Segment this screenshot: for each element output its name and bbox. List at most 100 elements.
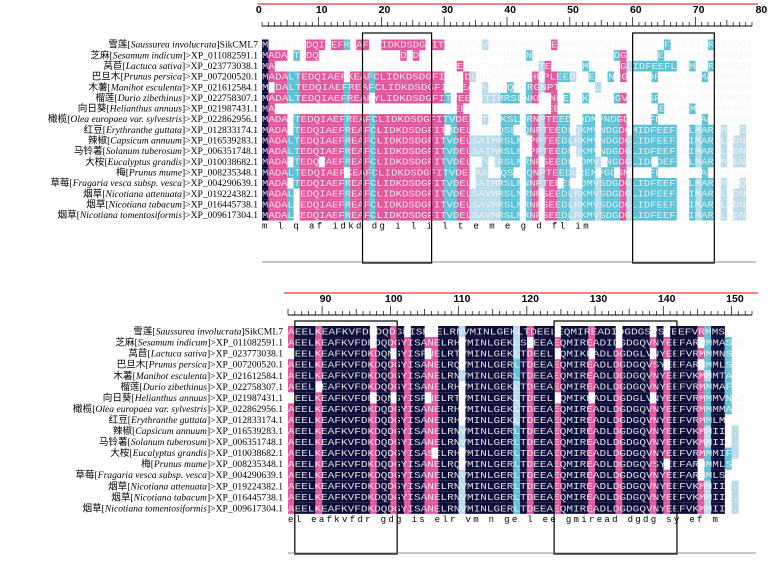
species-label: 向日葵[Helianthus annuus]>XP_021987431.1 <box>103 392 283 404</box>
residue-cell <box>299 199 307 210</box>
residue-cell <box>417 370 425 382</box>
residue-cell <box>375 114 382 125</box>
residue-cell <box>356 135 363 146</box>
residue-cell <box>554 414 562 426</box>
residue-cell <box>479 458 487 470</box>
residue-cell <box>615 425 623 437</box>
residue-cell <box>356 71 363 83</box>
residue-cell <box>479 403 487 415</box>
residue-cell <box>481 146 489 157</box>
residue-cell <box>410 381 418 393</box>
residue-cell <box>369 480 377 492</box>
species-label: 马铃薯[Solanum tuberosum]>XP_006351748.1 <box>99 436 283 448</box>
residue-cell <box>425 146 432 157</box>
residue-cell <box>567 381 575 393</box>
residue-cell <box>601 199 608 210</box>
residue-cell <box>383 458 391 470</box>
residue-cell <box>601 392 609 404</box>
sequence-text: MADALSEDQIAEFREAFCLIDKDSDGFITVDELSAVMRSL… <box>262 211 753 221</box>
species-bracket: [ <box>145 360 148 371</box>
residue-cell <box>463 82 470 93</box>
residue-cell <box>404 480 412 492</box>
residue-cell <box>262 39 269 51</box>
residue-cell <box>349 392 357 404</box>
residue-cell <box>268 50 275 61</box>
residue-cell <box>550 92 558 104</box>
species-common-name: 向日葵 <box>78 103 107 115</box>
residue-cell <box>554 337 562 349</box>
residue-cell <box>481 177 489 189</box>
residue-cell <box>581 436 589 448</box>
residue-cell <box>451 425 459 437</box>
residue-cell <box>444 177 451 189</box>
species-scientific-name: Saussurea involucrata <box>131 40 217 51</box>
residue-cell <box>622 480 630 492</box>
residue-cell <box>438 359 446 371</box>
residue-cell <box>544 188 552 200</box>
residue-cell <box>451 392 459 404</box>
residue-cell <box>328 392 336 404</box>
residue-cell <box>588 491 596 503</box>
residue-cell <box>636 480 644 492</box>
residue-cell <box>526 425 534 437</box>
residue-cell <box>437 71 445 83</box>
residue-cell <box>400 135 407 146</box>
residue-cell <box>299 92 307 104</box>
species-bracket: [ <box>120 72 123 83</box>
residue-cell <box>431 425 439 437</box>
residue-cell <box>708 39 715 51</box>
residue-cell <box>683 491 691 503</box>
species-bracket: ] <box>207 426 210 437</box>
residue-cell <box>419 188 426 200</box>
residue-cell <box>720 146 728 157</box>
residue-cell <box>582 188 589 200</box>
residue-cell <box>520 403 528 415</box>
residue-cell <box>356 114 363 125</box>
residue-cell <box>362 156 369 168</box>
residue-cell <box>620 60 627 72</box>
residue-cell <box>412 177 420 189</box>
residue-cell <box>695 146 702 157</box>
residue-cell <box>381 188 388 200</box>
residue-cell <box>438 447 446 459</box>
residue-cell <box>507 199 514 210</box>
residue-cell <box>376 447 384 459</box>
sequence-text: MVEGFLLDQISEFRQAFSMIDKDSDGVITDEIIGVVLNEM… <box>262 41 753 51</box>
residue-cell <box>479 491 487 503</box>
residue-cell <box>301 381 309 393</box>
residue-cell <box>717 359 725 371</box>
residue-cell <box>670 60 677 72</box>
sequence-row: AEELKEAFKVFDKDQDGYISANELRNVMINLGERLTDEEA… <box>288 370 752 382</box>
residue-cell <box>287 167 294 178</box>
residue-cell <box>507 177 514 189</box>
residue-cell <box>717 502 725 514</box>
residue-cell <box>538 60 545 72</box>
residue-cell <box>410 370 418 382</box>
residue-cell <box>479 348 487 360</box>
residue-cell <box>262 103 269 115</box>
residue-cell <box>451 502 459 514</box>
residue-cell <box>301 403 309 415</box>
ruler-label: 40 <box>504 4 516 16</box>
species-scientific-name: Solanum tuberosum <box>131 437 207 448</box>
residue-cell <box>342 370 350 382</box>
residue-cell <box>629 491 637 503</box>
species-bracket: ] <box>182 178 185 189</box>
residue-cell <box>324 199 332 210</box>
residue-cell <box>343 188 351 200</box>
residue-cell <box>588 458 596 470</box>
residue-cell <box>322 337 330 349</box>
residue-cell <box>369 370 377 382</box>
residue-cell <box>513 436 521 448</box>
residue-cell <box>663 392 671 404</box>
residue-cell <box>288 425 296 437</box>
residue-cell <box>670 124 677 136</box>
residue-cell <box>701 177 709 189</box>
residue-cell <box>588 199 596 210</box>
residue-cell <box>324 124 332 136</box>
residue-cell <box>513 381 521 393</box>
residue-cell <box>554 370 562 382</box>
residue-cell <box>582 60 589 72</box>
residue-cell <box>299 177 307 189</box>
